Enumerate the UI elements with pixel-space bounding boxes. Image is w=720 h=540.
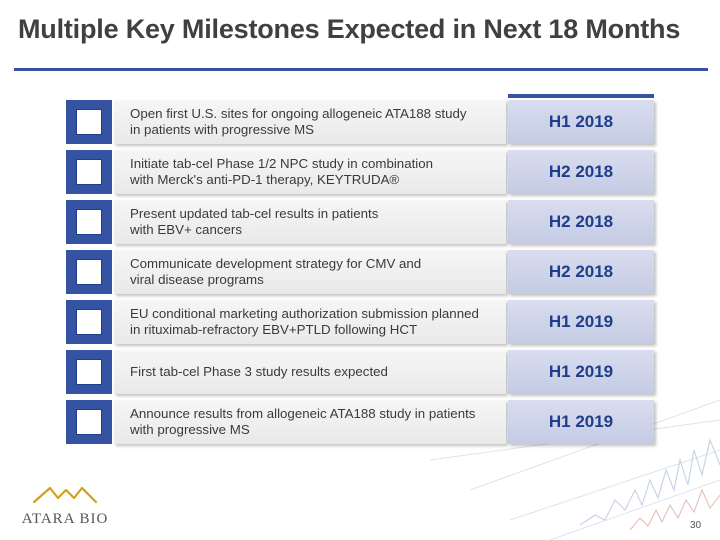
milestone-description-text: EU conditional marketing authorization s… [130,306,479,337]
checkbox-icon [76,259,102,285]
logo-text: ATARA BIO [21,511,109,527]
milestone-row: EU conditional marketing authorization s… [66,300,654,344]
milestone-row: Open first U.S. sites for ongoing alloge… [66,100,654,144]
company-logo: ATARA BIO [10,484,120,534]
checkbox-cell [66,350,112,394]
milestone-row: Present updated tab-cel results in patie… [66,200,654,244]
milestone-date: H1 2018 [508,100,654,144]
milestone-date: H1 2019 [508,350,654,394]
milestone-description: Announce results from allogeneic ATA188 … [114,400,506,444]
milestone-description-text: Communicate development strategy for CMV… [130,256,422,287]
milestone-description: Communicate development strategy for CMV… [114,250,506,294]
milestone-description-text: Open first U.S. sites for ongoing alloge… [130,106,467,137]
page-title: Multiple Key Milestones Expected in Next… [18,14,681,44]
decorative-chart-graphic [430,399,720,540]
milestone-date: H1 2019 [508,400,654,444]
milestone-description-text: First tab-cel Phase 3 study results expe… [130,364,388,379]
date-column-accent [508,94,654,98]
logo-mark-icon [32,486,98,504]
title-divider [14,68,708,71]
milestone-description-text: Announce results from allogeneic ATA188 … [130,406,476,437]
checkbox-cell [66,300,112,344]
milestone-row: First tab-cel Phase 3 study results expe… [66,350,654,394]
checkbox-cell [66,400,112,444]
milestone-description: Present updated tab-cel results in patie… [114,200,506,244]
milestone-date: H1 2019 [508,300,654,344]
checkbox-cell [66,200,112,244]
milestone-date: H2 2018 [508,150,654,194]
checkbox-cell [66,250,112,294]
checkbox-cell [66,100,112,144]
milestone-description-text: Initiate tab-cel Phase 1/2 NPC study in … [130,156,434,187]
milestone-row: Initiate tab-cel Phase 1/2 NPC study in … [66,150,654,194]
checkbox-icon [76,359,102,385]
milestone-description: EU conditional marketing authorization s… [114,300,506,344]
checkbox-icon [76,409,102,435]
milestone-description: Open first U.S. sites for ongoing alloge… [114,100,506,144]
milestone-row: Announce results from allogeneic ATA188 … [66,400,654,444]
milestone-description: Initiate tab-cel Phase 1/2 NPC study in … [114,150,506,194]
checkbox-icon [76,109,102,135]
milestone-description: First tab-cel Phase 3 study results expe… [114,350,506,394]
milestone-row: Communicate development strategy for CMV… [66,250,654,294]
checkbox-icon [76,309,102,335]
milestone-description-text: Present updated tab-cel results in patie… [130,206,379,237]
checkbox-icon [76,209,102,235]
milestone-date: H2 2018 [508,200,654,244]
page-number: 30 [690,520,702,531]
milestone-date: H2 2018 [508,250,654,294]
checkbox-icon [76,159,102,185]
checkbox-cell [66,150,112,194]
